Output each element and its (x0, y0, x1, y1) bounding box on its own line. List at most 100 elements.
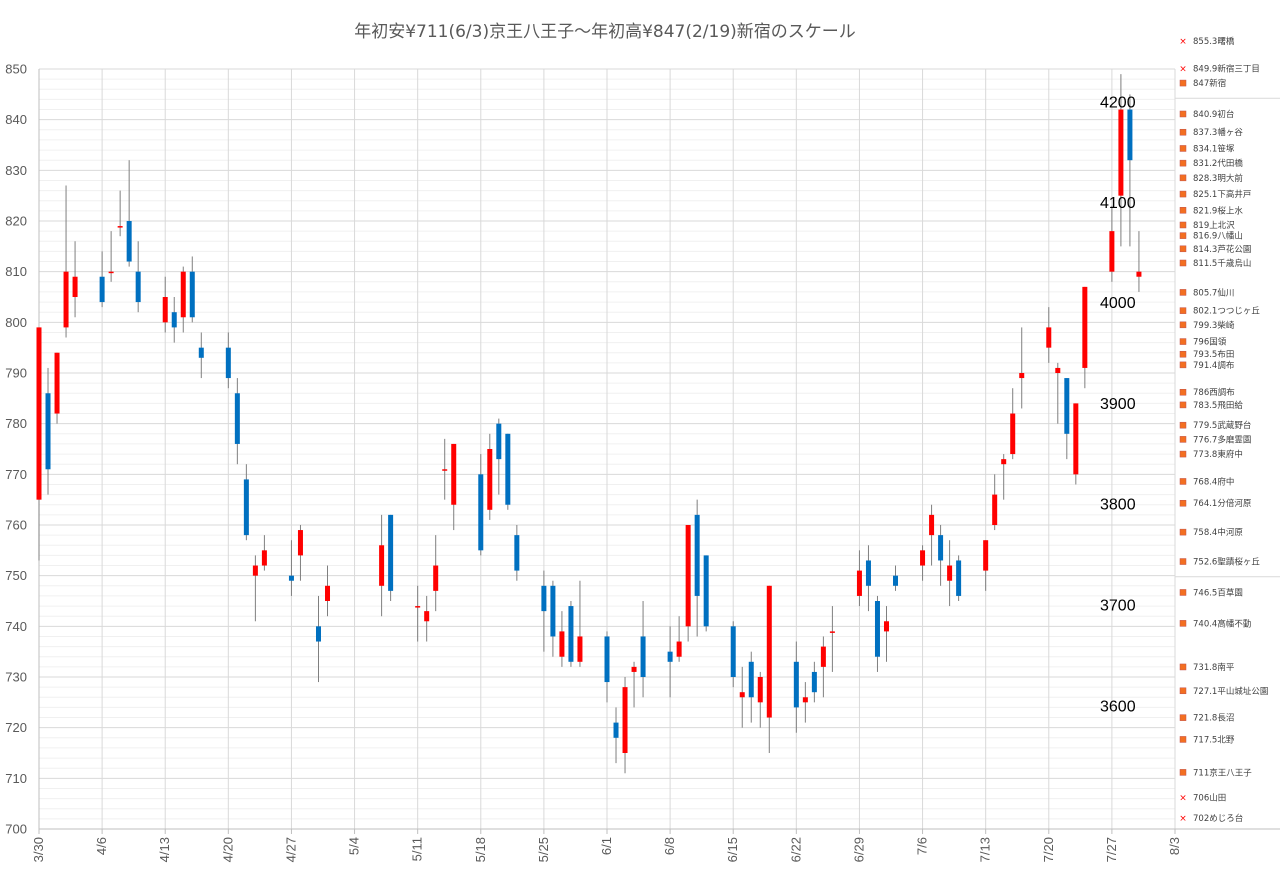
candle-body (992, 494, 998, 525)
y-tick-label: 850 (5, 62, 27, 77)
candle-body (1082, 286, 1088, 368)
x-tick-label: 6/15 (725, 837, 740, 862)
right-scale-label: 3800 (1100, 497, 1136, 514)
x-tick-label: 5/4 (347, 837, 362, 855)
candle-body (622, 687, 628, 753)
station-marker-x: × (1179, 814, 1187, 824)
station-marker (1179, 388, 1187, 396)
right-scale-label: 4100 (1100, 195, 1136, 212)
candle-body (893, 575, 899, 586)
candle-body (108, 271, 114, 274)
candle-body (865, 560, 871, 586)
station-marker (1179, 558, 1187, 565)
station-label: 717.5北野 (1193, 735, 1235, 745)
station-marker (1179, 221, 1187, 229)
x-tick-label: 7/20 (1041, 837, 1056, 862)
candle-body (252, 565, 258, 576)
candle-body (793, 661, 799, 708)
x-tick-label: 5/11 (410, 837, 425, 861)
station-marker (1179, 620, 1187, 627)
candle-body (288, 575, 294, 581)
candle-body (1064, 378, 1070, 434)
candle-body (667, 651, 673, 662)
station-marker (1179, 321, 1187, 329)
station-label: 783.5飛田給 (1193, 400, 1243, 411)
station-label: 752.6聖蹟桜ヶ丘 (1193, 557, 1260, 568)
station-label: 834.1笹塚 (1193, 143, 1235, 154)
candle-body (983, 540, 989, 571)
station-marker (1179, 401, 1187, 409)
station-marker (1179, 350, 1187, 358)
station-marker (1179, 259, 1187, 267)
candle-body (1118, 109, 1124, 196)
station-label: 791.4調布 (1193, 360, 1234, 371)
candle-body (171, 312, 177, 328)
station-label: 849.9新宿三丁目 (1193, 63, 1260, 74)
chart-title: 年初安¥711(6/3)京王八王子〜年初高¥847(2/19)新宿のスケール (354, 22, 856, 42)
candle-body (243, 479, 249, 536)
station-marker (1179, 687, 1187, 695)
candle-body (261, 550, 267, 566)
station-label: 840.9初台 (1193, 109, 1234, 120)
x-tick-label: 6/22 (788, 837, 803, 862)
y-tick-label: 840 (5, 112, 27, 127)
candle-body (424, 611, 430, 622)
candle-body (451, 443, 457, 505)
station-label: 814.3芦花公園 (1193, 244, 1251, 255)
candle-body (703, 555, 709, 627)
candle-body (938, 535, 944, 561)
station-marker (1179, 232, 1187, 239)
station-marker (1179, 663, 1187, 671)
y-tick-label: 730 (5, 670, 27, 685)
x-tick-label: 7/13 (978, 837, 993, 862)
candle-body (748, 661, 754, 698)
candle-body (135, 271, 141, 303)
candle-body (325, 585, 331, 601)
candle-body (72, 276, 78, 297)
station-marker-x: × (1179, 794, 1187, 804)
candle-body (1010, 413, 1016, 455)
right-scale-label: 3900 (1100, 396, 1136, 413)
station-marker-x: × (1179, 64, 1187, 74)
candle-body (568, 606, 574, 662)
candle-body (956, 560, 962, 596)
candle-body (1136, 271, 1142, 277)
station-label: 721.8長沼 (1193, 714, 1234, 724)
station-label: 796国領 (1193, 337, 1227, 348)
candle-body (1055, 367, 1061, 373)
station-marker (1179, 528, 1187, 536)
right-scale-label: 3600 (1100, 698, 1136, 715)
station-marker (1179, 478, 1187, 485)
candle-body (315, 626, 321, 642)
candle-body (234, 393, 240, 444)
x-tick-label: 4/20 (220, 837, 235, 862)
candle-body (45, 393, 51, 470)
x-tick-label: 5/18 (473, 837, 488, 862)
y-tick-label: 720 (5, 720, 27, 735)
station-label: 793.5布田 (1193, 349, 1234, 360)
candle-body (802, 697, 808, 703)
station-marker (1179, 714, 1187, 721)
candle-body (379, 545, 385, 586)
candle-body (487, 449, 493, 510)
candle-body (811, 671, 817, 693)
y-tick-label: 800 (5, 315, 27, 330)
station-label: 746.5百草園 (1193, 587, 1243, 598)
station-label: 727.1平山城址公園 (1193, 686, 1268, 697)
station-label: 740.4高幡不動 (1193, 618, 1251, 629)
candle-body (920, 550, 926, 566)
candle-body (541, 585, 547, 612)
x-tick-label: 6/8 (662, 837, 677, 855)
candle-body (297, 530, 303, 556)
station-marker (1179, 159, 1187, 167)
station-marker (1179, 128, 1187, 136)
candle-body (1127, 109, 1133, 161)
station-label: 776.7多磨霊園 (1193, 434, 1251, 445)
candle-body (694, 514, 700, 596)
station-label: 828.3明大前 (1193, 173, 1243, 184)
station-marker (1179, 110, 1187, 118)
x-tick-label: 6/1 (599, 837, 614, 855)
station-label: 805.7仙川 (1193, 287, 1234, 298)
candle-body (126, 221, 132, 262)
